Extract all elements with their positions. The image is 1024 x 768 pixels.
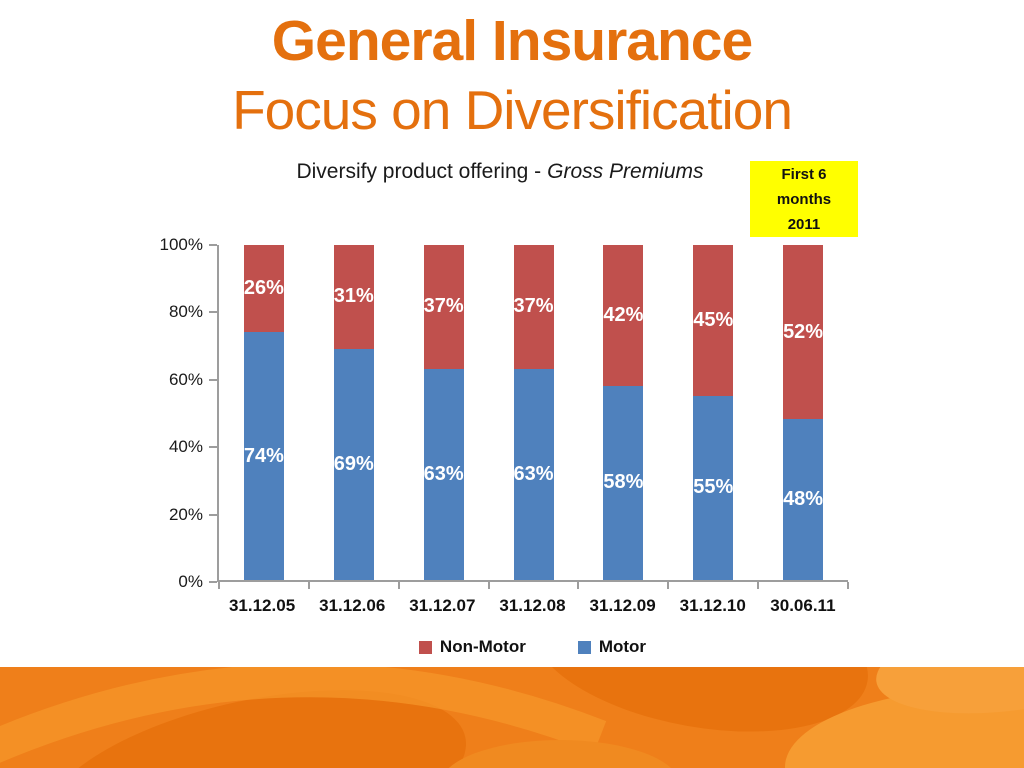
- non-motor-data-label: 31%: [333, 285, 374, 308]
- stacked-bar: 37% 63%: [513, 245, 554, 580]
- motor-segment: 55%: [693, 395, 734, 580]
- motor-data-label: 48%: [783, 488, 824, 511]
- y-axis-tick-mark: [209, 581, 217, 583]
- x-axis-label: 30.06.11: [770, 596, 836, 615]
- y-axis-tick-mark: [209, 311, 217, 314]
- y-axis-tick-label: 40%: [168, 437, 203, 457]
- bar-column-31.12.07: 37% 63%: [399, 245, 489, 580]
- bar-column-31.12.06: 31% 69%: [309, 245, 399, 580]
- callout-line: months: [776, 190, 832, 208]
- y-axis-tick-mark: [209, 513, 217, 516]
- chart-title: Diversify product offering - Gross Premiu…: [0, 160, 1000, 184]
- plot-area: 26% 74% 31% 69% 37% 63% 37% 63% 42% 58% 45% 55% 52% 4…: [217, 245, 849, 589]
- x-axis-label: 31.12.10: [679, 596, 746, 615]
- non-motor-data-label: 42%: [603, 303, 644, 326]
- y-axis-tick-label: 60%: [168, 369, 203, 389]
- bar-column-31.12.05: 26% 74%: [219, 245, 309, 580]
- x-axis-tick-mark: [847, 582, 849, 589]
- y-axis-tick-label: 80%: [168, 302, 203, 322]
- motor-segment: 69%: [333, 348, 374, 580]
- x-axis-tick-mark: [487, 582, 490, 589]
- non-motor-segment: 31%: [334, 245, 374, 349]
- y-axis-tick-label: 20%: [168, 504, 203, 524]
- bars-row: 26% 74% 31% 69% 37% 63% 37% 63% 42% 58% 45% 55% 52% 4…: [219, 245, 848, 580]
- slide-subtitle: Focus on Diversification: [232, 79, 793, 141]
- stacked-bar: 42% 58%: [603, 245, 643, 580]
- bar-column-31.12.08: 37% 63%: [489, 245, 579, 580]
- motor-segment: 58%: [603, 385, 644, 580]
- y-axis-tick-label: 0%: [178, 572, 203, 591]
- non-motor-segment: 42%: [603, 245, 643, 386]
- y-axis-tick-mark: [209, 378, 217, 381]
- non-motor-data-label: 52%: [783, 320, 824, 343]
- callout-first-6-months: First 6 months 2011: [750, 161, 858, 237]
- legend-label: Non-Motor: [439, 637, 526, 656]
- non-motor-data-label: 45%: [693, 308, 734, 331]
- slide-title: General Insurance: [271, 9, 753, 73]
- chart-title-text: Diversify product offering -: [296, 160, 542, 183]
- non-motor-segment: 26%: [243, 245, 284, 333]
- motor-segment: 74%: [244, 332, 284, 580]
- stacked-bar: 52% 48%: [783, 245, 823, 580]
- bar-column-31.12.10: 45% 55%: [668, 245, 758, 580]
- bar-column-30.06.11: 52% 48%: [758, 245, 848, 580]
- footer-swirl-decoration: [0, 667, 1024, 768]
- motor-data-label: 63%: [513, 462, 554, 485]
- chart-title-emphasis: Gross Premiums: [547, 160, 704, 183]
- non-motor-segment: 52%: [783, 245, 824, 420]
- stacked-bar: 45% 55%: [693, 245, 733, 580]
- motor-data-label: 74%: [243, 444, 284, 467]
- legend-item-non-motor: Non-Motor: [418, 637, 526, 657]
- x-axis-tick-mark: [577, 582, 580, 589]
- y-axis: 0% 20% 40% 60% 80% 100%: [130, 235, 217, 591]
- x-axis-tick-mark: [218, 582, 220, 589]
- stacked-bar: 26% 74%: [244, 245, 284, 580]
- y-axis-tick-label: 100%: [159, 235, 203, 254]
- x-axis-tick-mark: [667, 582, 670, 589]
- x-axis-tick-mark: [757, 582, 760, 589]
- legend-swatch-icon: [418, 640, 432, 654]
- motor-data-label: 63%: [423, 462, 464, 485]
- motor-data-label: 58%: [603, 471, 644, 494]
- callout-line: 2011: [787, 215, 821, 233]
- x-axis-label: 31.12.09: [589, 596, 656, 615]
- non-motor-segment: 37%: [424, 245, 464, 369]
- non-motor-data-label: 26%: [243, 277, 284, 300]
- footer: MAURITIUS UNION GROUP 14: [0, 667, 1024, 768]
- x-axis-label: 31.12.06: [319, 596, 386, 615]
- motor-segment: 48%: [783, 419, 823, 580]
- x-axis-label: 31.12.05: [228, 596, 296, 615]
- legend-label: Motor: [598, 637, 647, 656]
- bar-column-31.12.09: 42% 58%: [578, 245, 668, 580]
- y-axis-tick-mark: [209, 244, 217, 246]
- motor-data-label: 55%: [693, 476, 734, 499]
- callout-line: First 6: [781, 165, 827, 183]
- motor-segment: 63%: [423, 368, 464, 580]
- legend-swatch-icon: [577, 640, 591, 654]
- x-axis-tick-mark: [307, 582, 310, 589]
- x-axis-tick-mark: [397, 582, 400, 589]
- x-axis-label: 31.12.07: [409, 596, 476, 615]
- non-motor-segment: 37%: [513, 245, 554, 369]
- x-axis-label: 31.12.08: [499, 596, 566, 615]
- x-axis-labels: 31.12.05 31.12.06 31.12.07 31.12.08 31.12.09…: [217, 596, 848, 616]
- legend-item-motor: Motor: [577, 637, 647, 657]
- stacked-bar: 37% 63%: [424, 245, 464, 580]
- non-motor-data-label: 37%: [423, 295, 464, 318]
- y-axis-tick-mark: [209, 446, 217, 449]
- motor-data-label: 69%: [333, 452, 374, 475]
- stacked-bar: 31% 69%: [334, 245, 374, 580]
- non-motor-data-label: 37%: [513, 295, 554, 318]
- motor-segment: 63%: [513, 368, 554, 580]
- non-motor-segment: 45%: [693, 245, 733, 396]
- legend: Non-Motor Motor: [217, 637, 848, 657]
